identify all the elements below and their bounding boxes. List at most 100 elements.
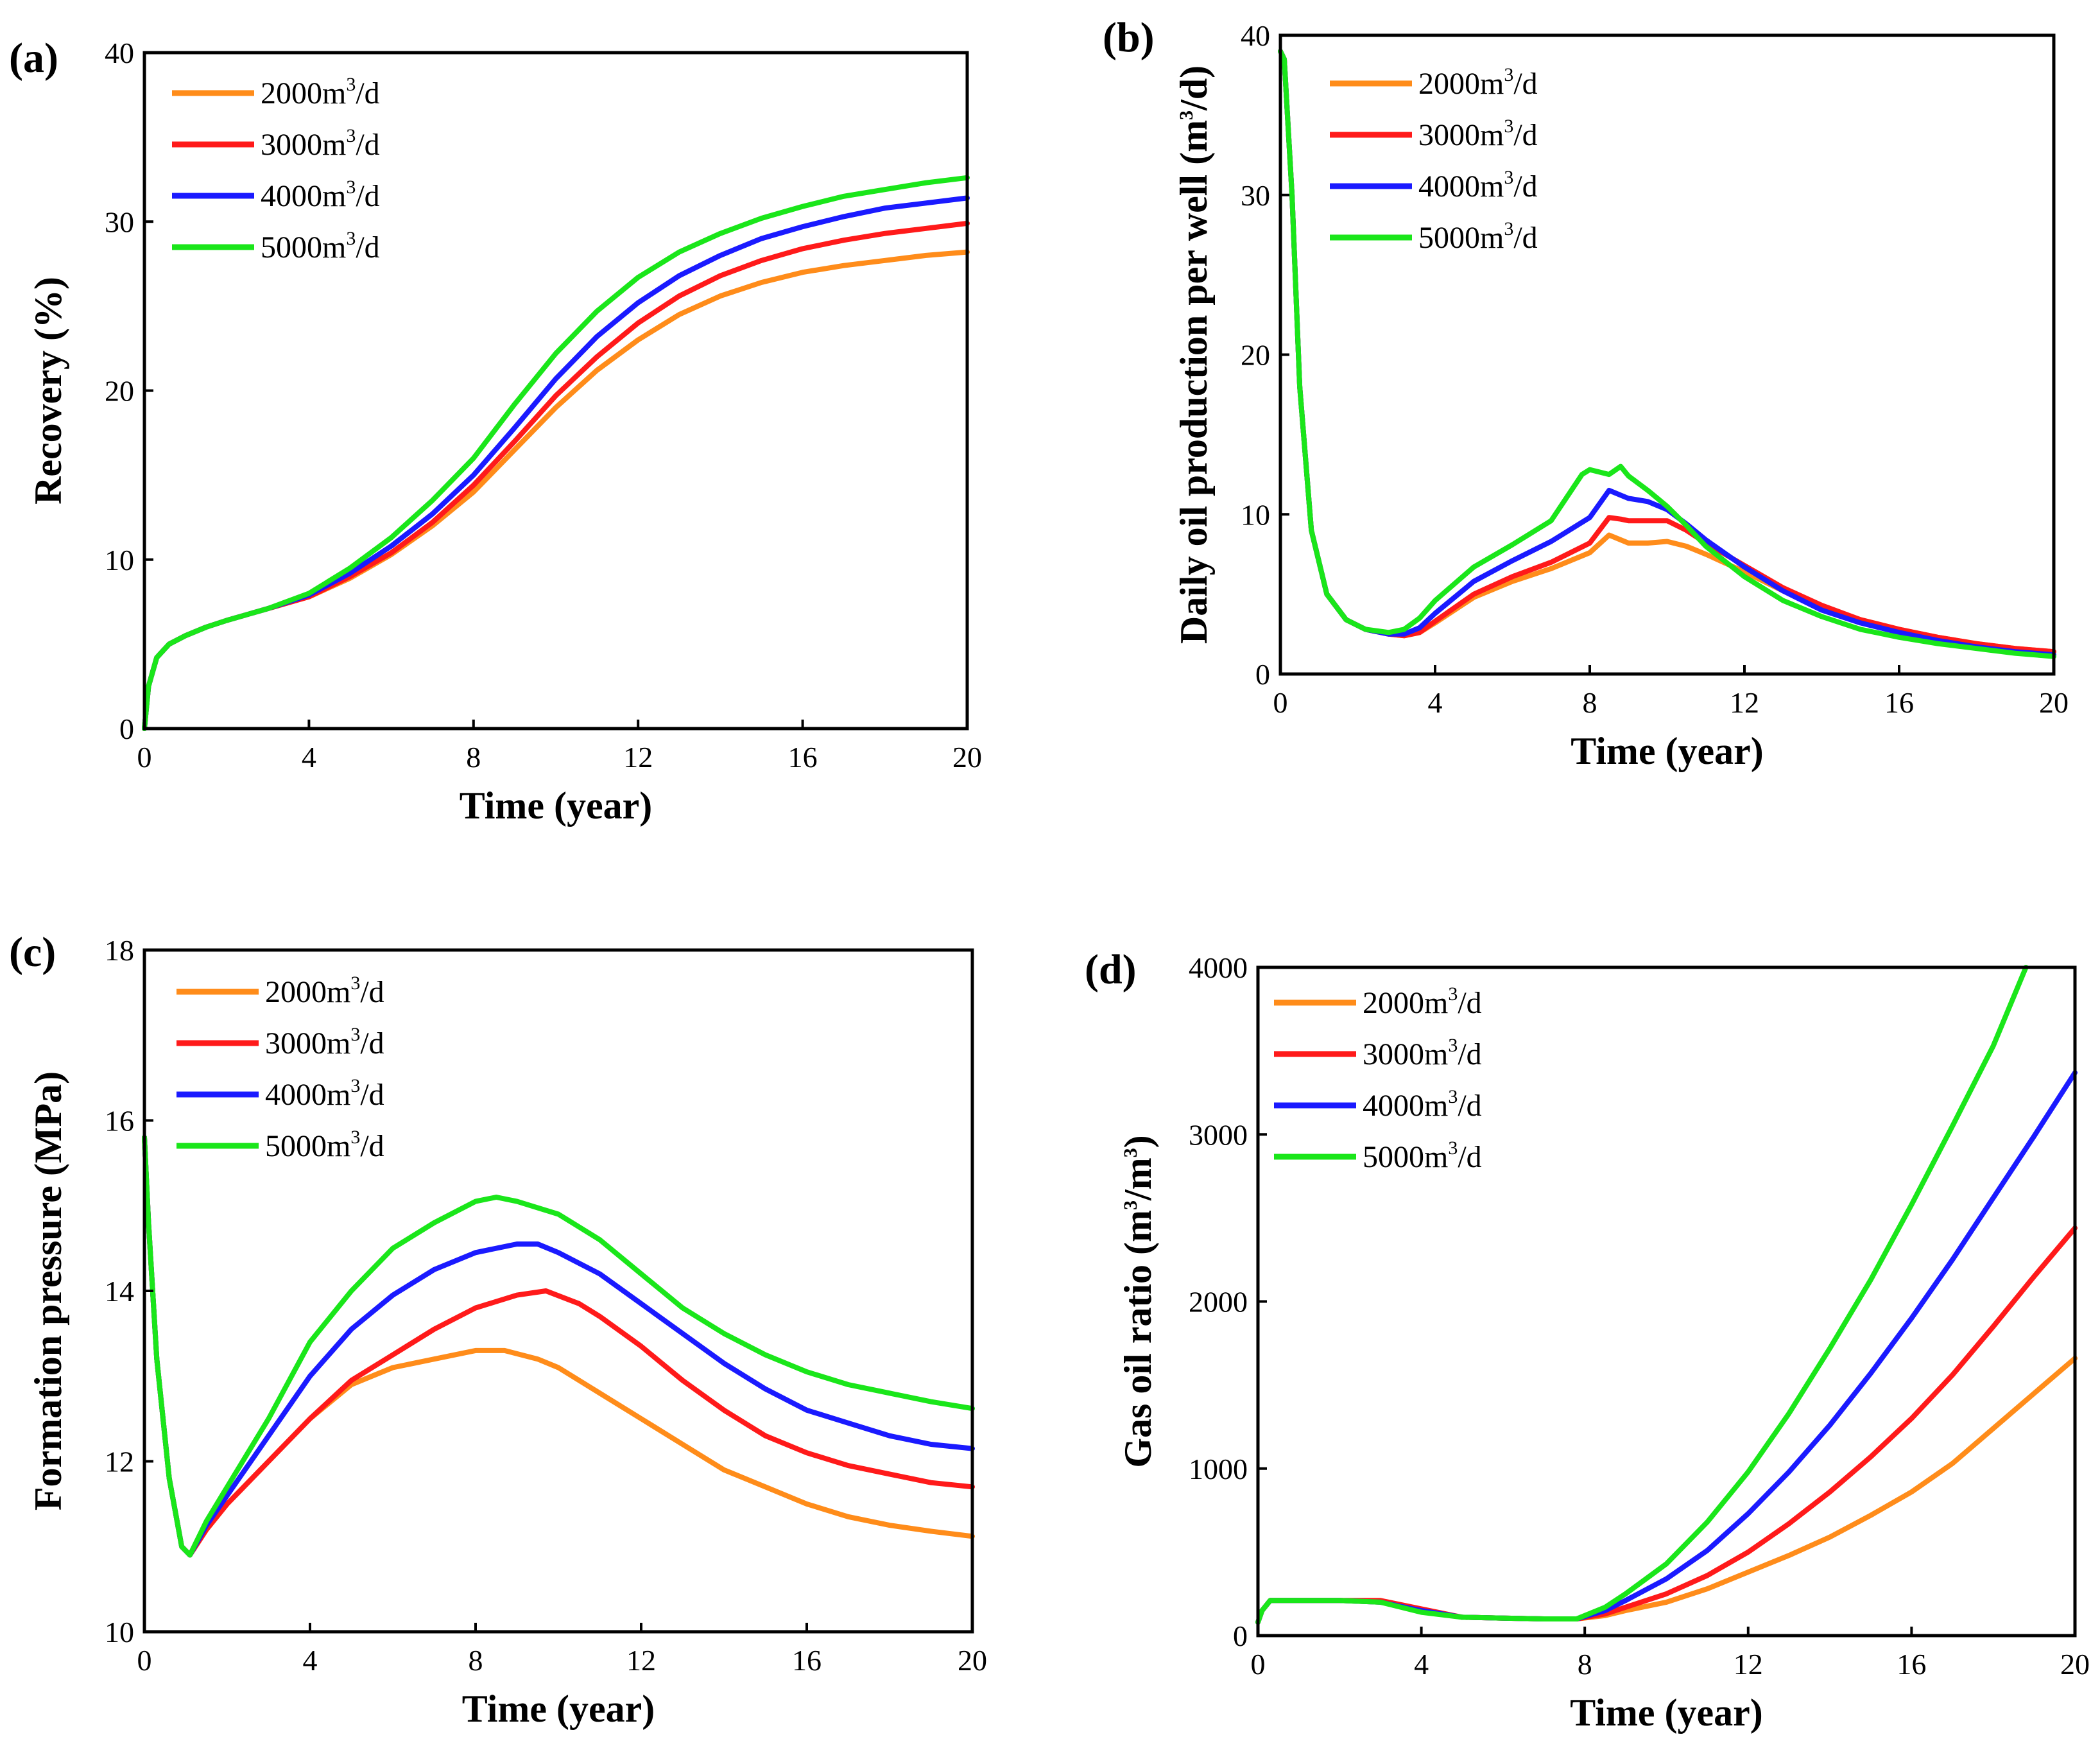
- legend-label-tail: /d: [360, 1078, 384, 1112]
- legend-label-sup: 3: [1504, 218, 1513, 239]
- x-tick-label: 16: [792, 1644, 822, 1677]
- y-tick-label: 30: [105, 205, 134, 238]
- y-axis-label: Gas oil ratio (m3/m3): [1117, 1135, 1159, 1467]
- x-tick-label: 4: [303, 1644, 318, 1677]
- y-tick-label: 3000: [1189, 1118, 1248, 1151]
- legend-label-sup: 3: [1448, 1086, 1458, 1107]
- series-line-5000: [142, 1135, 975, 1558]
- series-line-2000: [1278, 48, 2056, 655]
- x-tick-label: 20: [2060, 1648, 2090, 1681]
- x-tick-label: 0: [1251, 1648, 1266, 1681]
- x-tick-label: 20: [952, 741, 982, 774]
- legend-label: 2000m3/d: [261, 74, 380, 110]
- y-tick-label: 0: [1233, 1620, 1248, 1652]
- legend-label-tail: /d: [356, 230, 379, 264]
- x-tick-label: 12: [1730, 686, 1759, 719]
- y-tick-label: 12: [105, 1446, 134, 1478]
- y-axis-label-tail: ): [1117, 1135, 1159, 1148]
- y-axis-label: Formation pressure (MPa): [27, 1071, 69, 1510]
- y-tick-label: 0: [119, 713, 134, 745]
- y-tick-label: 16: [105, 1105, 134, 1137]
- y-tick-label: 10: [105, 544, 134, 576]
- legend-label-base: 4000m: [1418, 169, 1504, 203]
- legend-label-sup: 3: [350, 1024, 360, 1045]
- legend-label-base: 3000m: [1363, 1037, 1448, 1071]
- legend-label-sup: 3: [350, 1075, 360, 1096]
- x-tick-label: 8: [1583, 686, 1597, 719]
- legend-label-base: 5000m: [1363, 1140, 1448, 1174]
- y-tick-label: 10: [1241, 498, 1270, 531]
- legend-label-sup: 3: [1448, 1035, 1458, 1056]
- y-tick-label: 20: [105, 375, 134, 408]
- legend-label: 5000m3/d: [265, 1127, 384, 1163]
- legend-label-tail: /d: [1458, 1140, 1481, 1174]
- legend-label-base: 4000m: [261, 179, 346, 213]
- x-tick-label: 8: [469, 1644, 483, 1677]
- legend-label-tail: /d: [1513, 169, 1537, 203]
- legend-label: 4000m3/d: [1418, 167, 1538, 203]
- legend-label-tail: /d: [360, 975, 384, 1009]
- y-tick-label: 40: [1241, 19, 1270, 52]
- panel-label: (c): [9, 929, 56, 976]
- chart-panel: 0 4 8 12 16 20 0 1000 2000 3000 4000 Time (year) Gas…: [1085, 946, 2090, 1734]
- x-tick-label: 16: [1884, 686, 1914, 719]
- series-line-3000: [142, 1135, 975, 1558]
- legend-label: 4000m3/d: [1363, 1086, 1482, 1123]
- legend-label-base: 3000m: [1418, 118, 1504, 152]
- y-tick-label: 10: [105, 1616, 134, 1648]
- chart-panel: 0 4 8 12 16 20 10 12 14 16 18 Time (year) Formation …: [9, 929, 987, 1730]
- legend-label: 2000m3/d: [1363, 983, 1482, 1020]
- panel-label: (a): [9, 35, 58, 82]
- legend-label: 5000m3/d: [261, 228, 380, 264]
- legend-label-sup: 3: [1504, 116, 1513, 137]
- legend-label: 5000m3/d: [1363, 1137, 1482, 1174]
- x-tick-label: 4: [1414, 1648, 1429, 1681]
- legend-label-sup: 3: [1448, 983, 1458, 1005]
- legend-label-sup: 3: [346, 125, 356, 146]
- y-tick-label: 30: [1241, 179, 1270, 212]
- chart-panel: 0 4 8 12 16 20 0 10 20 30 40 Time (year) Recovery (%…: [9, 35, 982, 827]
- y-axis-label: Recovery (%): [27, 277, 69, 505]
- legend-label-base: 2000m: [261, 76, 346, 110]
- x-tick-label: 12: [626, 1644, 656, 1677]
- y-axis-label-base: Gas oil ratio (m: [1117, 1210, 1159, 1468]
- series-line-4000: [142, 1135, 975, 1558]
- y-tick-label: 40: [105, 37, 134, 69]
- x-tick-label: 20: [2039, 686, 2069, 719]
- legend-label-tail: /d: [360, 1129, 384, 1163]
- legend-label: 2000m3/d: [1418, 64, 1538, 101]
- legend-label-sup: 3: [1448, 1137, 1458, 1159]
- legend-label-tail: /d: [1458, 1089, 1481, 1123]
- legend-label-base: 2000m: [1363, 986, 1448, 1020]
- legend-label-tail: /d: [356, 179, 379, 213]
- x-tick-label: 0: [137, 1644, 152, 1677]
- series-line-5000: [1255, 965, 2029, 1625]
- legend-label-tail: /d: [1458, 1037, 1481, 1071]
- legend-label-tail: /d: [356, 128, 379, 162]
- x-tick-label: 4: [302, 741, 316, 774]
- y-tick-label: 2000: [1189, 1286, 1248, 1318]
- panel-label: (b): [1103, 14, 1155, 61]
- x-tick-label: 20: [958, 1644, 987, 1677]
- legend-label-base: 2000m: [265, 975, 350, 1009]
- legend-label-tail: /d: [360, 1026, 384, 1060]
- x-tick-label: 4: [1428, 686, 1443, 719]
- legend-label-tail: /d: [1513, 118, 1537, 152]
- legend-label-sup: 3: [350, 973, 360, 994]
- plot-frame: [1278, 33, 2056, 676]
- series-line-2000: [142, 249, 970, 731]
- panel-label: (d): [1085, 946, 1137, 993]
- y-axis-label-base: Daily oil production per well (m: [1173, 120, 1215, 644]
- x-axis-label: Time (year): [1571, 730, 1763, 772]
- legend-label-tail: /d: [1513, 221, 1537, 255]
- y-axis-label-text: Formation pressure (MPa): [27, 1071, 69, 1510]
- chart-panel: 0 4 8 12 16 20 0 10 20 30 40 Time (year) Daily oil p…: [1103, 14, 2069, 772]
- series-line-5000: [1278, 48, 2056, 659]
- legend-label-base: 4000m: [1363, 1089, 1448, 1123]
- x-tick-label: 16: [788, 741, 818, 774]
- legend-label-sup: 3: [346, 177, 356, 198]
- x-tick-label: 0: [1273, 686, 1288, 719]
